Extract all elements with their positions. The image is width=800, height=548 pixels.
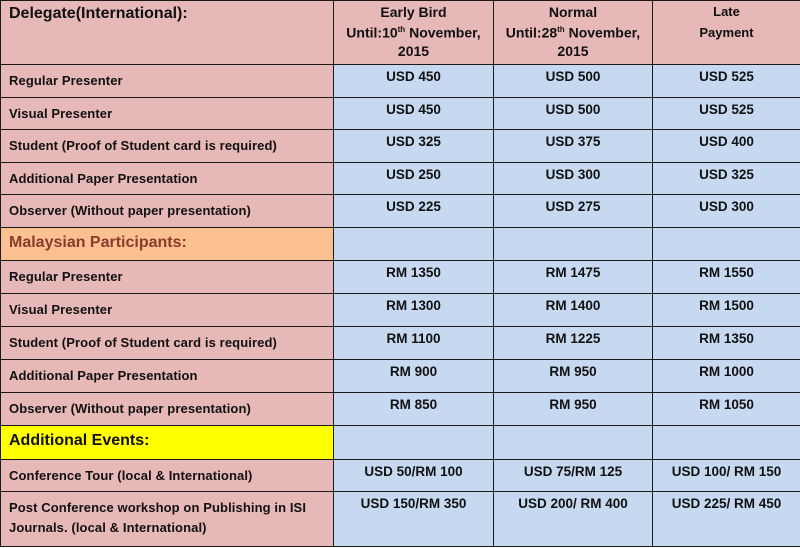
column-name-line2: Payment [699,25,754,40]
section-title: Malaysian Participants: [0,227,334,261]
empty-cell [333,425,494,460]
fee-cell: USD 200/ RM 400 [493,491,653,547]
row-label: Visual Presenter [0,97,334,130]
table-row: Conference Tour (local & International) U… [0,459,800,492]
fee-cell: RM 1100 [333,326,494,360]
row-label: Additional Paper Presentation [0,359,334,393]
fee-cell: USD 275 [493,194,653,228]
table-row: Observer (Without paper presentation) RM … [0,392,800,426]
deadline: Until:10th November, [334,21,493,42]
ordinal-suffix: th [397,25,406,34]
row-label: Student (Proof of Student card is requir… [0,326,334,360]
fee-cell: USD 225 [333,194,494,228]
column-name: Late [713,4,740,19]
deadline-year: 2015 [557,42,589,59]
deadline: Until:28th November, [494,21,652,42]
table-row: Regular Presenter RM 1350 RM 1475 RM 1550 [0,260,800,294]
fee-cell: USD 400 [652,129,800,163]
table-title: Delegate(International): [0,0,334,65]
fee-cell: RM 1350 [333,260,494,294]
fee-cell: RM 1475 [493,260,653,294]
fee-cell: USD 450 [333,97,494,130]
column-header-late-payment: Late Payment [652,0,800,65]
fee-cell: RM 1400 [493,293,653,327]
empty-cell [333,227,494,261]
fee-cell: USD 250 [333,162,494,195]
row-label: Visual Presenter [0,293,334,327]
ordinal-suffix: th [557,25,565,34]
fee-cell: USD 450 [333,64,494,98]
section-title: Additional Events: [0,425,334,460]
fee-cell: USD 500 [493,64,653,98]
table-row: Post Conference workshop on Publishing i… [0,491,800,547]
empty-cell [652,227,800,261]
fee-cell: RM 950 [493,392,653,426]
header-row: Delegate(International): Early Bird Unti… [0,0,800,65]
table-row: Additional Paper Presentation USD 250 USD … [0,162,800,195]
fee-cell: RM 1350 [652,326,800,360]
fee-cell: USD 525 [652,64,800,98]
row-label: Regular Presenter [0,64,334,98]
row-label: Observer (Without paper presentation) [0,392,334,426]
empty-cell [493,227,653,261]
column-header-early-bird: Early Bird Until:10th November, 2015 [333,0,494,65]
table-row: Additional Paper Presentation RM 900 RM 95… [0,359,800,393]
fee-cell: RM 1050 [652,392,800,426]
fee-cell: RM 950 [493,359,653,393]
empty-cell [493,425,653,460]
row-label: Regular Presenter [0,260,334,294]
deadline-text: Until:28 [505,24,558,41]
fee-cell: USD 500 [493,97,653,130]
table-row: Visual Presenter USD 450 USD 500 USD 525 [0,97,800,130]
fee-cell: RM 1000 [652,359,800,393]
table-row: Student (Proof of Student card is requir… [0,326,800,360]
fee-cell: RM 900 [333,359,494,393]
fee-cell: USD 225/ RM 450 [652,491,800,547]
column-name: Normal [548,4,598,20]
table-row: Observer (Without paper presentation) USD… [0,194,800,228]
fee-cell: RM 1225 [493,326,653,360]
fee-cell: RM 1550 [652,260,800,294]
row-label: Conference Tour (local & International) [0,459,334,492]
row-label: Additional Paper Presentation [0,162,334,195]
deadline-year: 2015 [397,42,430,59]
row-label: Post Conference workshop on Publishing i… [0,491,334,547]
deadline-month: November, [564,24,641,41]
fee-cell: USD 50/RM 100 [333,459,494,492]
fee-cell: USD 525 [652,97,800,130]
fee-cell: USD 300 [652,194,800,228]
deadline-month: November, [405,24,481,41]
fee-cell: USD 150/RM 350 [333,491,494,547]
fee-cell: USD 300 [493,162,653,195]
table-row: Visual Presenter RM 1300 RM 1400 RM 1500 [0,293,800,327]
fee-cell: RM 850 [333,392,494,426]
fee-cell: USD 100/ RM 150 [652,459,800,492]
column-header-normal: Normal Until:28th November, 2015 [493,0,653,65]
column-name: Early Bird [380,4,447,20]
fee-cell: USD 75/RM 125 [493,459,653,492]
fee-cell: RM 1500 [652,293,800,327]
row-label: Student (Proof of Student card is requir… [0,129,334,163]
section-header-row: Malaysian Participants: [0,227,800,261]
empty-cell [652,425,800,460]
fee-cell: USD 325 [652,162,800,195]
row-label: Observer (Without paper presentation) [0,194,334,228]
table-row: Regular Presenter USD 450 USD 500 USD 525 [0,64,800,98]
section-header-row: Additional Events: [0,425,800,460]
fee-cell: USD 325 [333,129,494,163]
deadline-text: Until:10 [346,24,398,41]
fee-cell: USD 375 [493,129,653,163]
table-row: Student (Proof of Student card is requir… [0,129,800,163]
fee-cell: RM 1300 [333,293,494,327]
